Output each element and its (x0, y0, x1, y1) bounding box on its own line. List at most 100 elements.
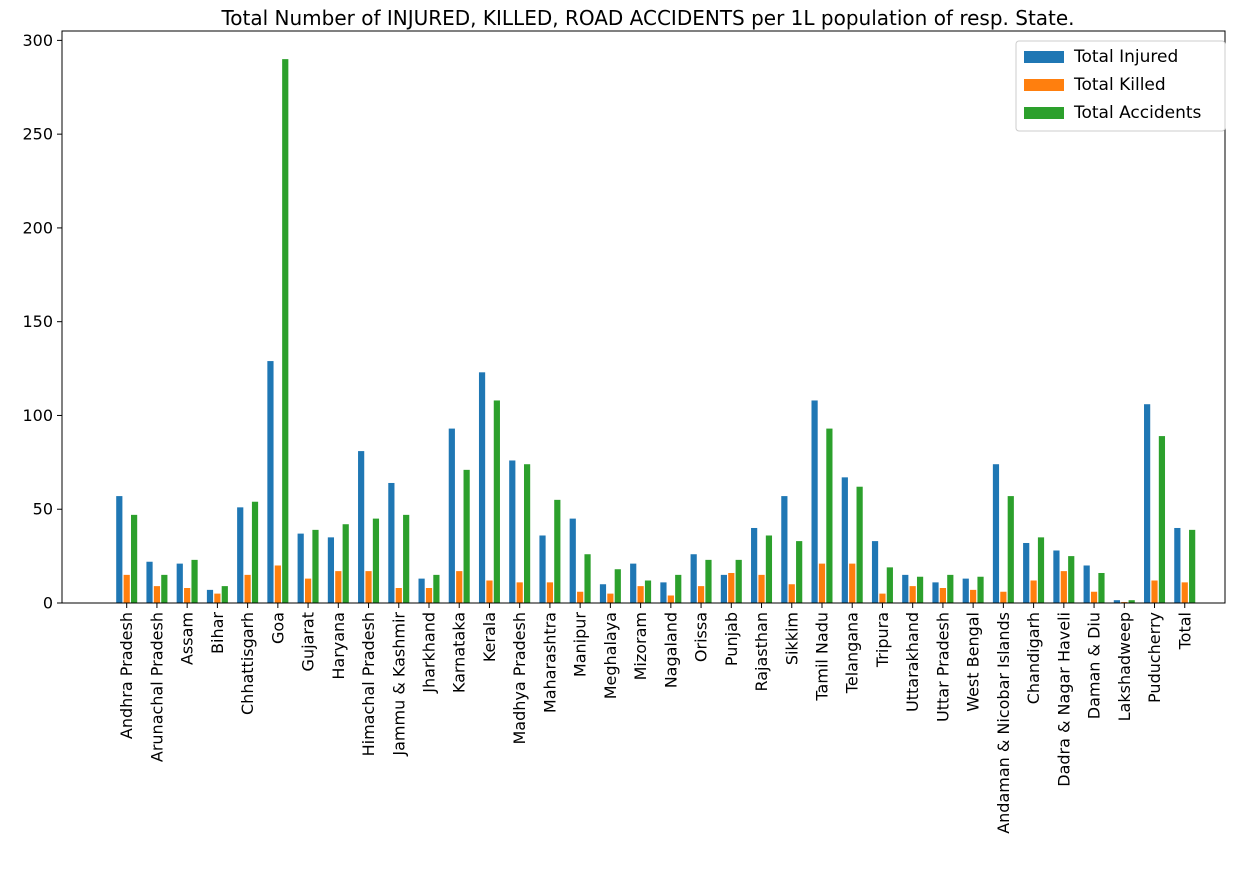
bar (1098, 572, 1105, 603)
x-tick-label: Maharashtra (540, 612, 559, 713)
x-tick-label: Total (1175, 612, 1194, 650)
y-tick-label: 0 (43, 594, 53, 613)
x-tick-label: Haryana (329, 612, 348, 680)
bar (947, 574, 954, 603)
bar-group (932, 574, 954, 603)
y-tick-label: 150 (22, 312, 53, 331)
bar-group (1023, 537, 1045, 603)
bar-group (1053, 550, 1075, 603)
bar (1060, 571, 1067, 603)
bar (184, 588, 191, 603)
x-tick-label: Assam (178, 612, 197, 665)
bar-group (478, 372, 500, 603)
x-tick-label: Sikkim (782, 612, 801, 665)
bar (523, 464, 531, 603)
bar-group (569, 518, 591, 603)
bar (939, 588, 947, 603)
bar-group (116, 496, 138, 603)
x-tick-label: Puducherry (1145, 612, 1164, 703)
bar (1090, 591, 1098, 603)
bar-group (327, 524, 349, 603)
bar-group (1083, 565, 1105, 603)
bar (312, 529, 319, 603)
x-tick-label: Tripura (873, 612, 892, 668)
bar (237, 507, 244, 603)
bar (962, 578, 969, 603)
bar-group (448, 428, 470, 603)
bar (425, 588, 433, 603)
bar-group (811, 400, 833, 603)
bar-group (1174, 527, 1196, 603)
bar (1189, 529, 1196, 603)
bar-group (871, 541, 893, 603)
y-tick-label: 200 (22, 218, 53, 237)
x-tick-label: Mizoram (631, 612, 650, 680)
bar (856, 486, 863, 603)
bar-group (630, 563, 652, 603)
bar (879, 593, 886, 603)
bar-group (720, 559, 742, 603)
bar (932, 582, 939, 603)
bar-group (388, 482, 410, 603)
bar (486, 580, 493, 603)
bar (342, 524, 349, 603)
x-tick-label: Manipur (571, 612, 590, 677)
x-tick-label: Kerala (480, 612, 499, 662)
bar (403, 514, 410, 603)
bar (388, 482, 395, 603)
bar (909, 586, 916, 603)
y-tick-label: 50 (33, 500, 53, 519)
bar (735, 559, 742, 603)
x-tick-label: Arunachal Pradesh (147, 612, 166, 762)
bar (214, 593, 221, 603)
legend-swatch (1024, 79, 1064, 91)
bar-group (1144, 404, 1166, 603)
bar-group (358, 451, 380, 603)
bar (1158, 436, 1166, 603)
bar (1053, 550, 1060, 603)
legend-box (1015, 40, 1226, 132)
bar (751, 527, 758, 603)
bar (1007, 496, 1014, 603)
x-tick-label: Uttarakhand (903, 612, 922, 712)
bar (456, 571, 463, 603)
bar-group (267, 59, 289, 603)
bar (1000, 591, 1007, 603)
bar-group (509, 460, 531, 603)
bar (146, 561, 153, 603)
x-tick-label: Orissa (692, 612, 711, 662)
bar (221, 586, 228, 603)
bar (667, 595, 674, 603)
bar (176, 563, 183, 603)
bar (206, 589, 214, 603)
bar (886, 567, 893, 603)
bar (1128, 600, 1135, 603)
bar (509, 460, 516, 603)
bar (607, 593, 614, 603)
bar-group (751, 527, 773, 603)
x-tick-label: Rajasthan (752, 612, 771, 692)
bar-group (176, 559, 198, 603)
x-tick-label: Jammu & Kashmir (389, 612, 408, 757)
bar-group (206, 586, 228, 603)
bar (788, 584, 795, 603)
bar-group (418, 574, 440, 603)
y-tick-label: 100 (22, 406, 53, 425)
x-tick-label: West Bengal (964, 612, 983, 712)
legend-swatch (1024, 51, 1064, 63)
bar-group (902, 574, 924, 603)
bar (395, 588, 402, 603)
bar (644, 580, 652, 603)
bar (811, 400, 818, 603)
bar (599, 584, 607, 603)
y-tick-label: 250 (22, 125, 53, 144)
x-tick-label: Tamil Nadu (812, 612, 831, 702)
bar (781, 496, 788, 603)
bar (335, 571, 342, 603)
bar (365, 571, 372, 603)
x-tick-label: Daman & Diu (1085, 612, 1104, 719)
bar (841, 477, 848, 603)
bar (614, 569, 621, 603)
bar (1151, 580, 1158, 603)
